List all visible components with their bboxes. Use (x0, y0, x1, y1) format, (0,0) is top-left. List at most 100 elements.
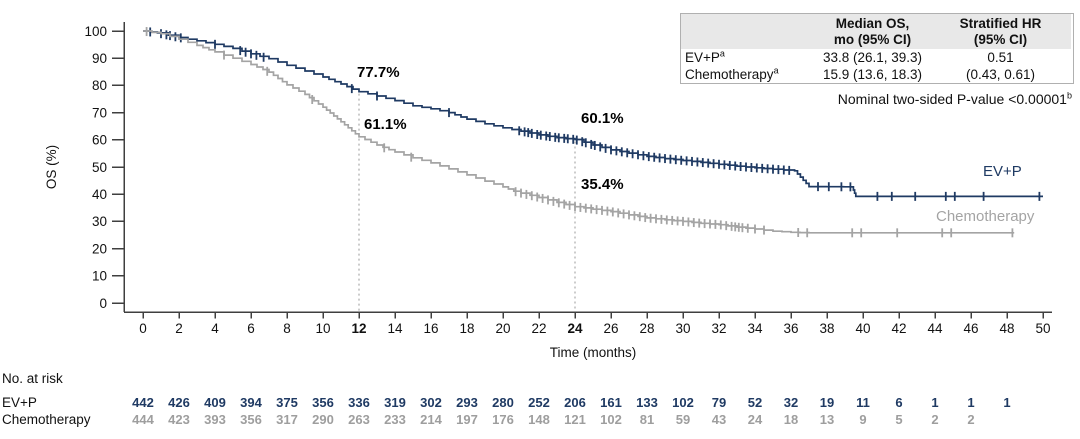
at-risk-label-chemotherapy: Chemotherapy (2, 412, 91, 427)
at-risk-value: 293 (456, 395, 478, 410)
results-row-evp-hr: 0.51 (987, 50, 1014, 65)
at-risk-value: 214 (420, 412, 442, 427)
at-risk-value: 176 (492, 412, 514, 427)
at-risk-value: 336 (348, 395, 370, 410)
censor-marks-ev-p (149, 27, 1041, 201)
at-risk-value: 1 (931, 395, 939, 410)
at-risk-value: 2 (931, 412, 939, 427)
x-tick-label: 40 (855, 321, 870, 336)
x-tick-label: 8 (283, 321, 291, 336)
results-row-chemo-label: Chemotherapya (685, 65, 779, 82)
y-tick-label: 90 (92, 51, 107, 66)
footnote-a: a (773, 65, 779, 76)
at-risk-value: 409 (204, 395, 226, 410)
x-tick-label: 12 (351, 321, 366, 336)
x-tick-label: 18 (459, 321, 474, 336)
at-risk-value: 81 (639, 412, 655, 427)
x-tick-label: 14 (387, 321, 403, 336)
y-tick-label: 0 (99, 296, 107, 311)
annotation-chemo-12mo: 61.1% (364, 116, 407, 133)
y-tick-label: 100 (84, 24, 107, 39)
at-risk-value: 133 (636, 395, 658, 410)
at-risk-label-evp: EV+P (2, 395, 37, 410)
at-risk-value: 2 (967, 412, 975, 427)
at-risk-value: 280 (492, 395, 514, 410)
results-row-evp-median: 33.8 (26.1, 39.3) (822, 50, 923, 65)
results-row-chemo-hr: (0.43, 0.61) (965, 67, 1036, 82)
at-risk-value: 13 (819, 412, 835, 427)
x-tick-label: 0 (139, 321, 147, 336)
at-risk-value: 290 (312, 412, 334, 427)
at-risk-value: 233 (384, 412, 406, 427)
annotation-evp-12mo: 77.7% (357, 64, 400, 81)
at-risk-value: 356 (312, 395, 334, 410)
censor-marks-chemotherapy (145, 27, 1014, 238)
at-risk-value: 444 (132, 412, 154, 427)
x-tick-label: 28 (639, 321, 654, 336)
reference-lines (358, 93, 576, 312)
at-risk-value: 102 (600, 412, 622, 427)
at-risk-value: 356 (240, 412, 262, 427)
x-tick-label: 24 (567, 321, 583, 336)
series-curve-ev-p (143, 30, 1043, 198)
at-risk-value: 6 (895, 395, 903, 410)
at-risk-value: 79 (711, 395, 727, 410)
hr-header-line1: Stratified HR (959, 16, 1042, 31)
at-risk-value: 24 (747, 412, 763, 427)
results-header-empty (681, 14, 815, 49)
y-tick-label: 70 (92, 105, 107, 120)
annotation-evp-24mo: 60.1% (581, 110, 624, 127)
evp-curve-label: EV+P (983, 163, 1022, 180)
x-tick-label: 26 (603, 321, 618, 336)
x-tick-label: 30 (675, 321, 690, 336)
at-risk-value: 11 (856, 395, 870, 410)
x-tick-label: 32 (711, 321, 726, 336)
chemotherapy-curve-label: Chemotherapy (936, 208, 1035, 225)
at-risk-value: 52 (747, 395, 763, 410)
at-risk-value: 423 (168, 412, 190, 427)
x-tick-label: 36 (783, 321, 798, 336)
at-risk-value: 206 (564, 395, 586, 410)
p-value-note: Nominal two-sided P-value <0.00001b (837, 90, 1072, 107)
y-tick-label: 20 (92, 241, 107, 256)
at-risk-value: 426 (168, 395, 190, 410)
hr-header-line2: (95% CI) (973, 32, 1028, 47)
footnote-a: a (719, 48, 725, 59)
at-risk-value: 161 (600, 395, 622, 410)
x-tick-label: 44 (927, 321, 943, 336)
at-risk-value: 9 (859, 412, 867, 427)
x-tick-label: 4 (211, 321, 219, 336)
x-tick-label: 48 (999, 321, 1014, 336)
x-axis-title: Time (months) (550, 345, 637, 360)
at-risk-value: 394 (240, 395, 262, 410)
results-row-chemo-median: 15.9 (13.6, 18.3) (822, 67, 923, 82)
at-risk-value: 317 (276, 412, 298, 427)
x-tick-label: 50 (1035, 321, 1050, 336)
at-risk-value: 197 (456, 412, 478, 427)
x-tick-label: 42 (891, 321, 906, 336)
at-risk-value: 319 (384, 395, 406, 410)
x-tick-label: 10 (315, 321, 330, 336)
at-risk-value: 1 (967, 395, 975, 410)
axes (112, 22, 1052, 319)
at-risk-value: 302 (420, 395, 442, 410)
at-risk-value: 19 (819, 395, 835, 410)
at-risk-value: 393 (204, 412, 226, 427)
at-risk-value: 5 (895, 412, 903, 427)
at-risk-value: 32 (783, 395, 799, 410)
results-row-evp-label: EV+Pa (685, 48, 725, 65)
at-risk-value: 263 (348, 412, 370, 427)
at-risk-value: 102 (672, 395, 694, 410)
results-table: Median OS, mo (95% CI) Stratified HR (95… (680, 13, 1074, 84)
x-tick-label: 46 (963, 321, 978, 336)
x-tick-label: 34 (747, 321, 763, 336)
x-tick-label: 22 (531, 321, 546, 336)
x-tick-label: 16 (423, 321, 438, 336)
results-header-median-os: Median OS, mo (95% CI) (815, 14, 930, 49)
at-risk-value: 59 (675, 412, 691, 427)
at-risk-title: No. at risk (2, 371, 63, 386)
y-tick-label: 30 (92, 214, 107, 229)
